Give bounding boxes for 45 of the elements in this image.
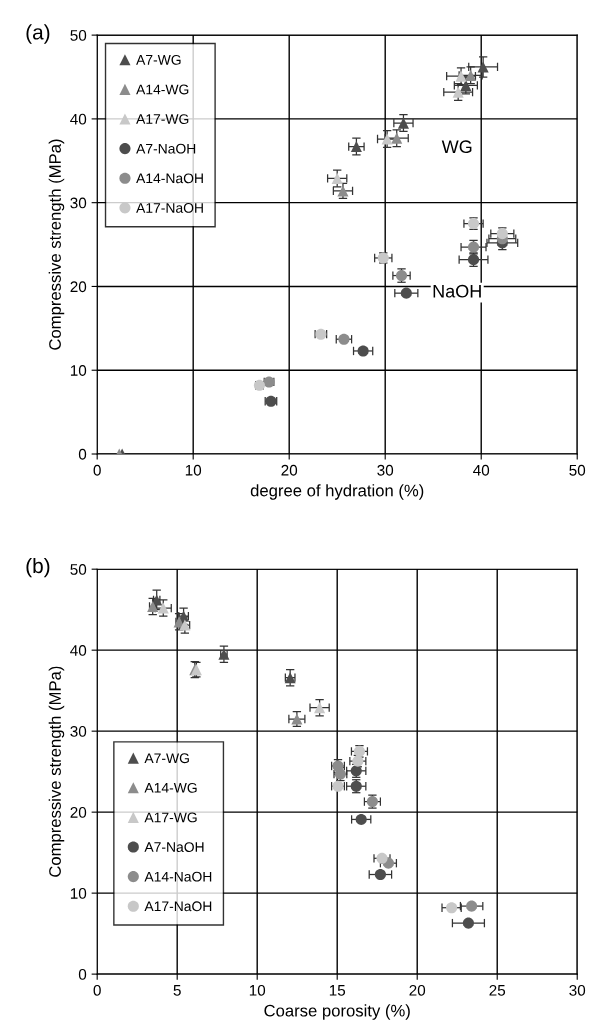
x-tick-label: 40 (473, 464, 490, 476)
x-tick-label: 20 (281, 464, 298, 476)
y-tick-label: 50 (70, 29, 87, 41)
legend-label: A7-WG (144, 753, 189, 764)
y-tick-label: 0 (78, 448, 87, 460)
legend-label: A17-NaOH (136, 203, 203, 213)
legend-label: A17-WG (136, 114, 189, 124)
y-tick-label: 0 (78, 968, 87, 980)
x-tick-label: 30 (377, 464, 394, 476)
legend-label: A7-NaOH (144, 842, 204, 852)
y-tick-label: 30 (70, 726, 87, 737)
y-tick-label: 40 (70, 645, 87, 656)
y-tick-label: 40 (70, 113, 87, 125)
x-tick-label: 5 (173, 985, 181, 996)
x-tick-label: 0 (93, 984, 101, 996)
y-tick-label: 10 (70, 888, 87, 899)
y-tick-label: 20 (70, 807, 87, 818)
y-tick-label: 30 (70, 197, 87, 209)
x-tick-label: 25 (489, 984, 506, 996)
legend-label: A7-WG (136, 54, 181, 65)
x-tick-label: 10 (185, 464, 202, 476)
x-tick-label: 30 (569, 984, 586, 996)
y-tick-label: 10 (70, 365, 87, 376)
legend-label: A17-NaOH (144, 901, 212, 912)
legend-label: A14-NaOH (136, 173, 203, 184)
x-axis-title: degree of hydration (%) (250, 484, 424, 500)
x-axis-title: Coarse porosity (%) (264, 1004, 410, 1020)
x-tick-label: 15 (329, 985, 346, 996)
x-tick-label: 0 (93, 464, 101, 476)
x-tick-label: 10 (249, 984, 266, 996)
x-tick-label: 20 (409, 984, 426, 996)
annotation: NaOH (433, 284, 481, 298)
legend-label: A7-NaOH (136, 143, 196, 154)
chart-title: (a) (26, 24, 50, 44)
y-tick-label: 50 (70, 564, 87, 575)
legend-label: A14-WG (136, 84, 189, 95)
y-tick-label: 20 (70, 281, 87, 293)
y-axis-title: Compressive strength (MPa) (48, 139, 65, 350)
legend-label: A17-WG (144, 812, 197, 823)
x-tick-label: 50 (569, 464, 586, 476)
annotation: WG (441, 140, 472, 154)
legend-label: A14-NaOH (144, 871, 212, 882)
y-axis-title: Compressive strength (MPa) (48, 666, 65, 877)
legend-label: A14-WG (144, 782, 197, 793)
chart-title: (b) (26, 557, 50, 578)
